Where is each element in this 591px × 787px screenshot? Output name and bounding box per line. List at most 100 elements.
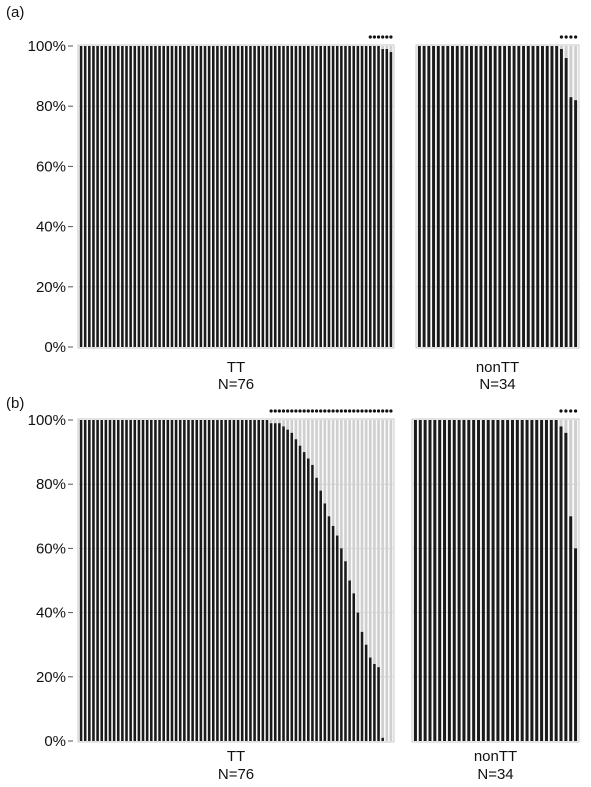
- bar: [220, 46, 223, 347]
- bar: [253, 46, 256, 347]
- bar: [460, 46, 464, 347]
- bar: [273, 423, 277, 741]
- marker-dot: [569, 35, 573, 39]
- bar: [199, 46, 203, 347]
- marker-dot: [360, 409, 364, 413]
- bar: [211, 420, 215, 741]
- bar: [446, 46, 450, 347]
- bar: [278, 423, 281, 741]
- bar: [432, 46, 436, 347]
- y-tick-label: 20%: [36, 279, 66, 296]
- bar: [108, 46, 112, 347]
- bar: [269, 423, 273, 741]
- bar-segment-other: [286, 420, 289, 430]
- bar: [261, 46, 265, 347]
- bar-segment-other: [559, 420, 563, 427]
- marker-dot: [352, 409, 356, 413]
- bar: [92, 46, 95, 347]
- bar: [452, 420, 456, 741]
- bar-segment-other: [311, 420, 314, 465]
- bar: [555, 46, 559, 347]
- category-label: TT: [227, 748, 245, 765]
- bar: [455, 46, 459, 347]
- bar: [352, 46, 356, 347]
- bar-segment-other: [344, 420, 347, 562]
- bar-segment-other: [290, 420, 294, 433]
- bar-segment-other: [302, 420, 306, 453]
- bar-segment-other: [282, 420, 285, 427]
- bar: [506, 420, 510, 741]
- bar: [526, 46, 530, 347]
- marker-dot: [306, 409, 310, 413]
- bar: [116, 46, 120, 347]
- bar: [104, 420, 108, 741]
- bar: [141, 420, 145, 741]
- bar: [540, 420, 544, 741]
- bar: [150, 420, 153, 741]
- bar: [498, 46, 502, 347]
- marker-dot: [273, 409, 277, 413]
- bar: [340, 548, 343, 741]
- bar: [116, 420, 120, 741]
- bar-segment-other: [377, 420, 380, 668]
- marker-dot: [277, 409, 281, 413]
- bar: [479, 46, 483, 347]
- bar: [574, 100, 578, 348]
- bar-segment-other: [294, 420, 298, 440]
- panel-label: (a): [6, 4, 24, 21]
- bar: [88, 46, 91, 347]
- bar: [112, 46, 116, 347]
- bar: [477, 420, 481, 741]
- marker-dot: [286, 409, 290, 413]
- bar-segment-other: [331, 420, 335, 526]
- marker-dot: [573, 409, 578, 413]
- marker-dot: [302, 409, 306, 413]
- bar: [486, 420, 490, 741]
- bar-segment-other: [307, 420, 310, 459]
- bar: [335, 535, 339, 741]
- bar: [302, 46, 306, 347]
- bar: [413, 420, 417, 741]
- n-label: N=76: [218, 376, 254, 393]
- bar: [469, 46, 473, 347]
- bar: [158, 46, 161, 347]
- bar: [96, 420, 99, 741]
- bar-group-tt: TTN=76: [77, 35, 395, 393]
- bar: [137, 420, 141, 741]
- bar-segment-other: [352, 420, 356, 594]
- bar: [493, 46, 497, 347]
- bar: [368, 46, 372, 347]
- bar: [554, 420, 558, 741]
- bar: [484, 46, 488, 347]
- y-tick-label: 80%: [36, 476, 66, 493]
- bar: [536, 46, 540, 347]
- bar: [315, 477, 318, 741]
- bar: [100, 46, 104, 347]
- bar: [121, 46, 124, 347]
- bar-segment-other: [564, 420, 568, 433]
- bar-segment-other: [559, 46, 563, 50]
- bar: [207, 46, 211, 347]
- bar: [257, 46, 261, 347]
- bar: [104, 46, 108, 347]
- bar-segment-other: [319, 420, 322, 491]
- bar: [356, 612, 360, 741]
- bar: [203, 46, 207, 347]
- marker-dot: [356, 409, 360, 413]
- category-label: TT: [227, 359, 245, 376]
- bar: [282, 426, 285, 741]
- y-tick-label: 100%: [28, 38, 66, 55]
- bar: [436, 46, 440, 347]
- bar: [265, 420, 269, 741]
- marker-dot: [343, 409, 348, 413]
- bar: [569, 97, 573, 347]
- bar: [183, 420, 186, 741]
- marker-dot: [381, 35, 385, 39]
- marker-dot: [348, 409, 352, 413]
- bar: [520, 420, 524, 741]
- bar: [481, 420, 485, 741]
- bar: [545, 46, 549, 347]
- bar: [549, 420, 553, 741]
- bar: [187, 420, 190, 741]
